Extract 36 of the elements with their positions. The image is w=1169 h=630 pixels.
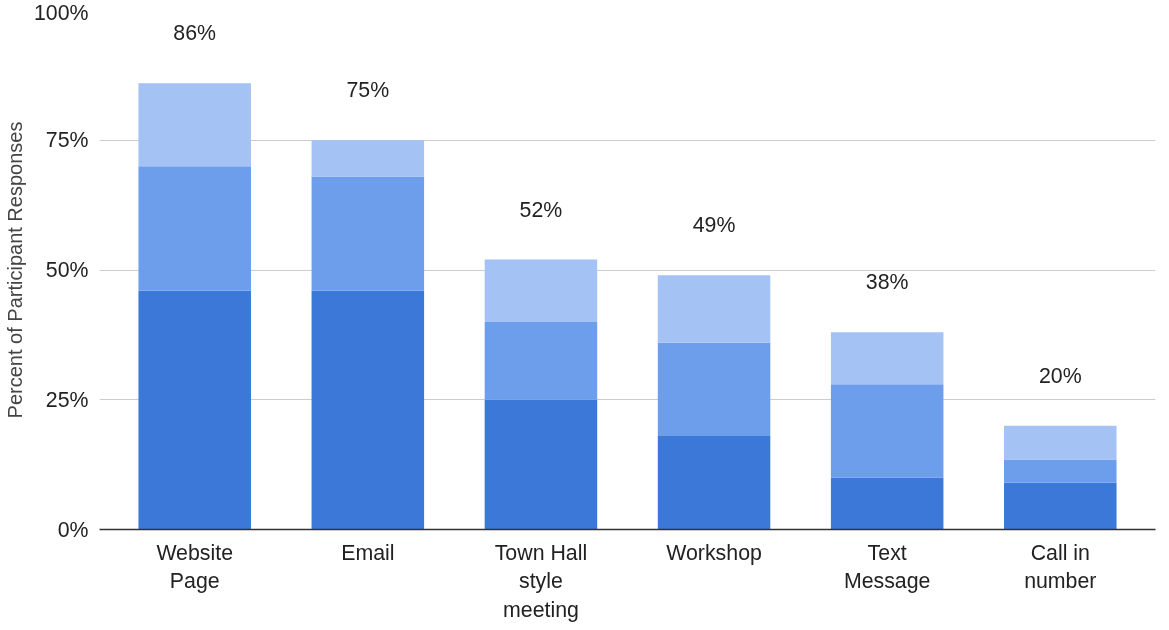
x-tick-label: Website Page <box>156 540 234 594</box>
bar <box>311 140 425 177</box>
y-tick-label: 25% <box>45 387 89 412</box>
bar <box>1004 425 1117 460</box>
bar <box>484 399 598 530</box>
x-tick-label: Email <box>341 540 395 565</box>
bar <box>311 176 425 291</box>
bar <box>311 290 425 530</box>
y-axis-title: Percent of Participant Responses <box>3 121 26 419</box>
bar <box>484 259 598 322</box>
total-label: 86% <box>173 21 217 46</box>
bar <box>830 332 944 385</box>
total-label: 75% <box>346 78 390 103</box>
x-tick-label: Workshop <box>666 540 762 565</box>
bar <box>138 83 251 167</box>
y-tick-label: 0% <box>57 517 89 542</box>
x-tick-label: Call in number <box>1024 540 1097 594</box>
bar <box>830 384 944 478</box>
total-label: 38% <box>865 270 909 295</box>
bar <box>484 321 598 400</box>
x-tick-label: Text Message <box>843 540 931 594</box>
y-tick-label: 50% <box>45 258 89 282</box>
bar <box>657 436 771 530</box>
bar <box>657 275 771 343</box>
bar <box>657 342 771 437</box>
y-tick-label: 100% <box>33 0 89 25</box>
total-label: 20% <box>1038 363 1082 388</box>
total-label: 49% <box>692 213 736 238</box>
x-tick-label: Town Hall style meeting <box>494 540 588 623</box>
bar <box>830 477 944 530</box>
bar <box>1004 482 1117 530</box>
bar <box>138 290 251 530</box>
total-label: 52% <box>519 197 563 222</box>
y-tick-label: 75% <box>45 128 89 153</box>
bar <box>1004 459 1117 483</box>
bar <box>138 166 251 291</box>
